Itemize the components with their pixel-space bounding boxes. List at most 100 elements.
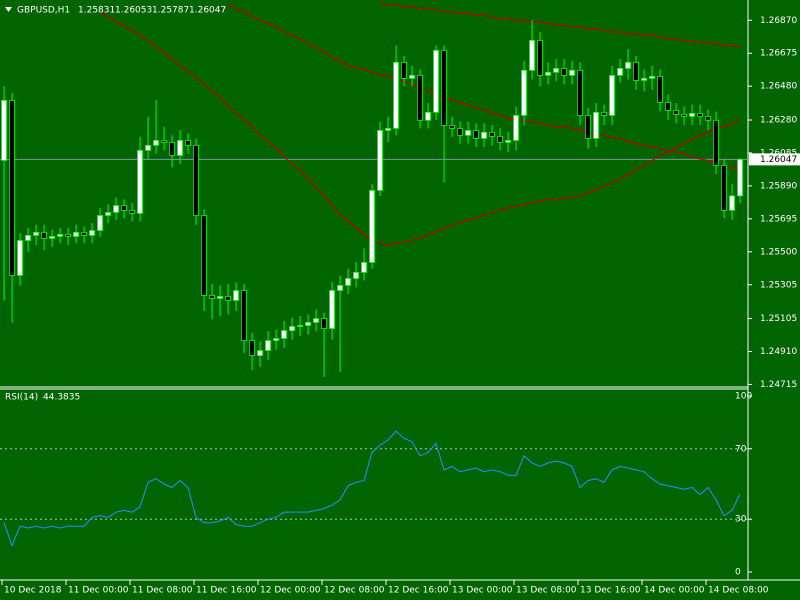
candle-body	[113, 205, 119, 213]
candle-body	[585, 115, 591, 139]
y-tick-label: 1.25500	[760, 247, 797, 257]
candle-body	[289, 326, 295, 331]
candle-body	[625, 61, 631, 69]
candle-body	[153, 140, 159, 146]
symbol-label: GBPUSD,H1	[17, 6, 70, 16]
candle-body	[73, 231, 79, 237]
indicator-line	[3, 430, 741, 548]
candle-body	[1, 99, 7, 161]
candle-body	[49, 236, 55, 239]
candle-body	[513, 115, 519, 141]
candle-body	[529, 39, 535, 71]
candle-body	[137, 150, 143, 214]
indicator-name: RSI(14)	[5, 393, 38, 403]
indicator-header: RSI(14) 44.3835	[5, 393, 80, 403]
candle-body	[489, 131, 495, 137]
y-tick-label: 1.25890	[760, 181, 797, 191]
indicator-tick-label: 70	[735, 444, 747, 454]
y-tick-label: 1.26280	[760, 115, 797, 125]
x-tick-label: 11 Dec 16:00	[196, 586, 257, 596]
candle-body	[609, 74, 615, 116]
candle-body	[393, 61, 399, 129]
indicator-tick-label: 0	[735, 568, 741, 578]
x-tick-label: 10 Dec 2018	[4, 586, 62, 596]
y-tick-label: 1.24715	[760, 380, 797, 390]
x-tick-label: 14 Dec 00:00	[644, 586, 705, 596]
candle-body	[545, 71, 551, 76]
candle-body	[537, 39, 543, 76]
indicator-tick-label: 100	[735, 392, 752, 402]
y-tick-label: 1.25105	[760, 314, 797, 324]
candle-body	[161, 140, 167, 143]
candle-body	[225, 296, 231, 301]
candle-body	[593, 111, 599, 139]
current-price-label: 1.26047	[760, 155, 797, 165]
candle-body	[185, 140, 191, 146]
moving-average	[379, 2, 741, 48]
candle-body	[33, 231, 39, 236]
open-label: 1.25831	[78, 6, 115, 16]
y-tick-label: 1.25695	[760, 214, 797, 224]
close-label: 1.26047	[189, 6, 226, 16]
candle-body	[129, 209, 135, 214]
candle-body	[361, 262, 367, 273]
high-label: 1.26053	[115, 6, 152, 16]
candle-body	[673, 109, 679, 115]
candle-body	[641, 78, 647, 81]
candle-body	[145, 144, 151, 151]
x-tick-label: 13 Dec 00:00	[452, 586, 513, 596]
current-price-box	[749, 153, 800, 166]
candle-body	[425, 111, 431, 121]
candle-body	[105, 212, 111, 216]
candle-body	[713, 119, 719, 166]
candle-body	[65, 233, 71, 237]
candle-body	[577, 69, 583, 116]
x-tick-label: 14 Dec 08:00	[708, 586, 769, 596]
candle-body	[305, 322, 311, 326]
candle-body	[481, 131, 487, 139]
x-tick-label: 12 Dec 08:00	[324, 586, 385, 596]
menu-arrow[interactable]	[5, 7, 12, 12]
candle-body	[561, 68, 567, 76]
moving-average	[99, 11, 741, 246]
x-tick-label: 13 Dec 08:00	[516, 586, 577, 596]
candle-body	[697, 112, 703, 117]
candle-body	[465, 130, 471, 136]
x-tick-label: 11 Dec 08:00	[132, 586, 193, 596]
candle-body	[457, 128, 463, 136]
candle-body	[433, 49, 439, 113]
candle-body	[297, 325, 303, 327]
candle-body	[417, 74, 423, 121]
candle-body	[81, 231, 87, 236]
candle-body	[473, 130, 479, 139]
y-tick-label: 1.24910	[760, 347, 797, 357]
candle-body	[169, 142, 175, 156]
candle-body	[617, 68, 623, 76]
candle-body	[633, 61, 639, 81]
candle-body	[9, 99, 15, 276]
indicator-value: 44.3835	[43, 393, 80, 403]
candle-body	[57, 233, 63, 237]
candle-body	[265, 340, 271, 351]
candle-body	[737, 158, 743, 197]
candle-body	[441, 49, 447, 126]
candle-body	[209, 295, 215, 299]
candle-body	[89, 230, 95, 236]
y-tick-label: 1.25305	[760, 280, 797, 290]
candle-body	[409, 74, 415, 79]
candle-body	[177, 140, 183, 156]
candle-body	[369, 190, 375, 263]
y-tick-label: 1.26480	[760, 82, 797, 92]
x-tick-label: 13 Dec 16:00	[580, 586, 641, 596]
candle-body	[193, 144, 199, 216]
moving-average	[227, 4, 741, 172]
candle-body	[233, 290, 239, 301]
candle-body	[705, 116, 711, 121]
candle-body	[449, 124, 455, 129]
candle-body	[281, 330, 287, 339]
candle-body	[329, 290, 335, 329]
candle-body	[377, 130, 383, 191]
indicator-tick-label: 30	[735, 515, 747, 525]
candle-body	[601, 111, 607, 116]
